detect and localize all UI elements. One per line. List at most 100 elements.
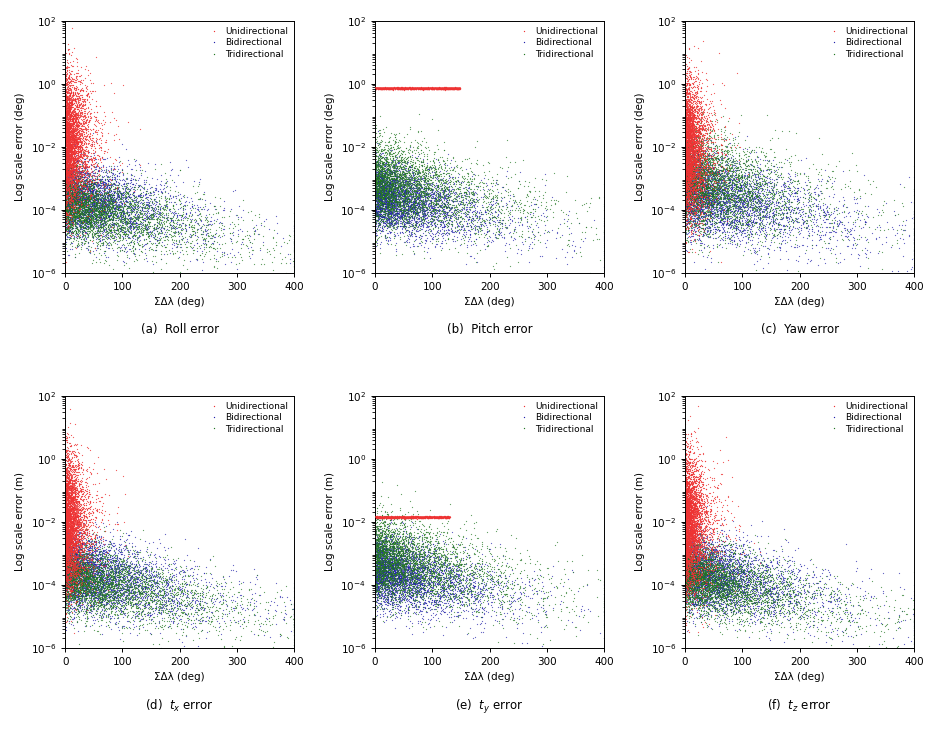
Point xyxy=(60,491,75,503)
Point xyxy=(395,194,410,206)
Point xyxy=(682,160,697,172)
Point xyxy=(61,168,76,179)
Point xyxy=(371,561,386,572)
Point xyxy=(684,587,699,599)
Point xyxy=(449,569,464,580)
Point xyxy=(70,545,85,556)
Point xyxy=(60,185,75,197)
Point xyxy=(90,187,105,199)
Point xyxy=(70,214,85,225)
Point xyxy=(72,119,87,131)
Point xyxy=(442,190,457,202)
Point xyxy=(393,82,408,94)
Point xyxy=(698,207,713,219)
Point xyxy=(58,572,73,584)
Point xyxy=(685,554,700,566)
Point xyxy=(468,589,483,600)
Point xyxy=(77,112,92,124)
Point xyxy=(464,220,479,231)
Point xyxy=(386,160,401,171)
Point xyxy=(126,205,141,217)
Point xyxy=(678,175,693,187)
Point xyxy=(683,554,698,566)
Point xyxy=(58,512,73,523)
Point xyxy=(679,228,694,239)
Point xyxy=(416,541,431,553)
Point xyxy=(419,204,434,216)
Point xyxy=(399,561,414,573)
Point xyxy=(402,564,417,575)
Point xyxy=(60,154,75,165)
Point xyxy=(101,560,116,572)
Point xyxy=(384,523,399,535)
Point xyxy=(710,242,725,253)
Point xyxy=(126,181,141,193)
Point xyxy=(681,165,696,177)
Point xyxy=(485,174,500,186)
Point xyxy=(68,583,83,595)
Point xyxy=(140,212,155,223)
Point xyxy=(65,527,80,539)
Point xyxy=(690,197,705,209)
Point xyxy=(109,210,124,222)
Point xyxy=(405,559,420,570)
Point xyxy=(96,217,111,229)
Point xyxy=(58,179,73,190)
Point xyxy=(378,184,393,196)
Point xyxy=(415,182,430,193)
Point xyxy=(72,572,87,584)
Point xyxy=(94,565,109,577)
Point xyxy=(727,574,742,586)
Point xyxy=(687,508,702,520)
Point xyxy=(72,193,87,204)
Point xyxy=(420,187,435,199)
Point xyxy=(377,589,393,601)
Point xyxy=(744,209,759,220)
Point xyxy=(145,580,160,592)
Point xyxy=(58,568,73,580)
Point xyxy=(396,512,411,523)
Point xyxy=(188,187,203,198)
Point xyxy=(410,552,425,564)
Point xyxy=(566,588,581,600)
Point xyxy=(714,176,729,188)
Point xyxy=(408,83,423,94)
Point xyxy=(689,515,704,526)
Point xyxy=(708,210,723,222)
Point xyxy=(75,558,90,569)
Point xyxy=(682,141,697,152)
Point xyxy=(85,575,100,586)
Point xyxy=(692,209,707,221)
Point xyxy=(79,117,94,129)
Point xyxy=(382,222,397,234)
Point xyxy=(726,567,741,578)
Point xyxy=(733,184,748,196)
Point xyxy=(77,190,92,202)
Point xyxy=(713,578,728,589)
Point xyxy=(730,577,745,589)
Point xyxy=(374,572,389,584)
Point xyxy=(678,504,693,516)
Point xyxy=(111,220,126,231)
Point xyxy=(735,208,750,220)
Point xyxy=(546,560,561,572)
Point xyxy=(711,180,726,192)
Point xyxy=(58,490,73,501)
Point xyxy=(450,610,465,621)
Point xyxy=(684,153,699,165)
Point xyxy=(388,150,403,162)
Point xyxy=(63,221,78,233)
Point xyxy=(788,621,803,633)
Point xyxy=(700,561,716,573)
Point xyxy=(493,195,508,207)
Point xyxy=(545,191,560,203)
Point xyxy=(379,599,394,610)
Point xyxy=(682,508,697,520)
Point xyxy=(685,567,700,579)
Point xyxy=(61,605,76,617)
Point xyxy=(700,178,716,190)
Point xyxy=(368,176,383,188)
Point xyxy=(755,179,770,190)
Point xyxy=(65,171,80,183)
Point xyxy=(391,561,406,573)
